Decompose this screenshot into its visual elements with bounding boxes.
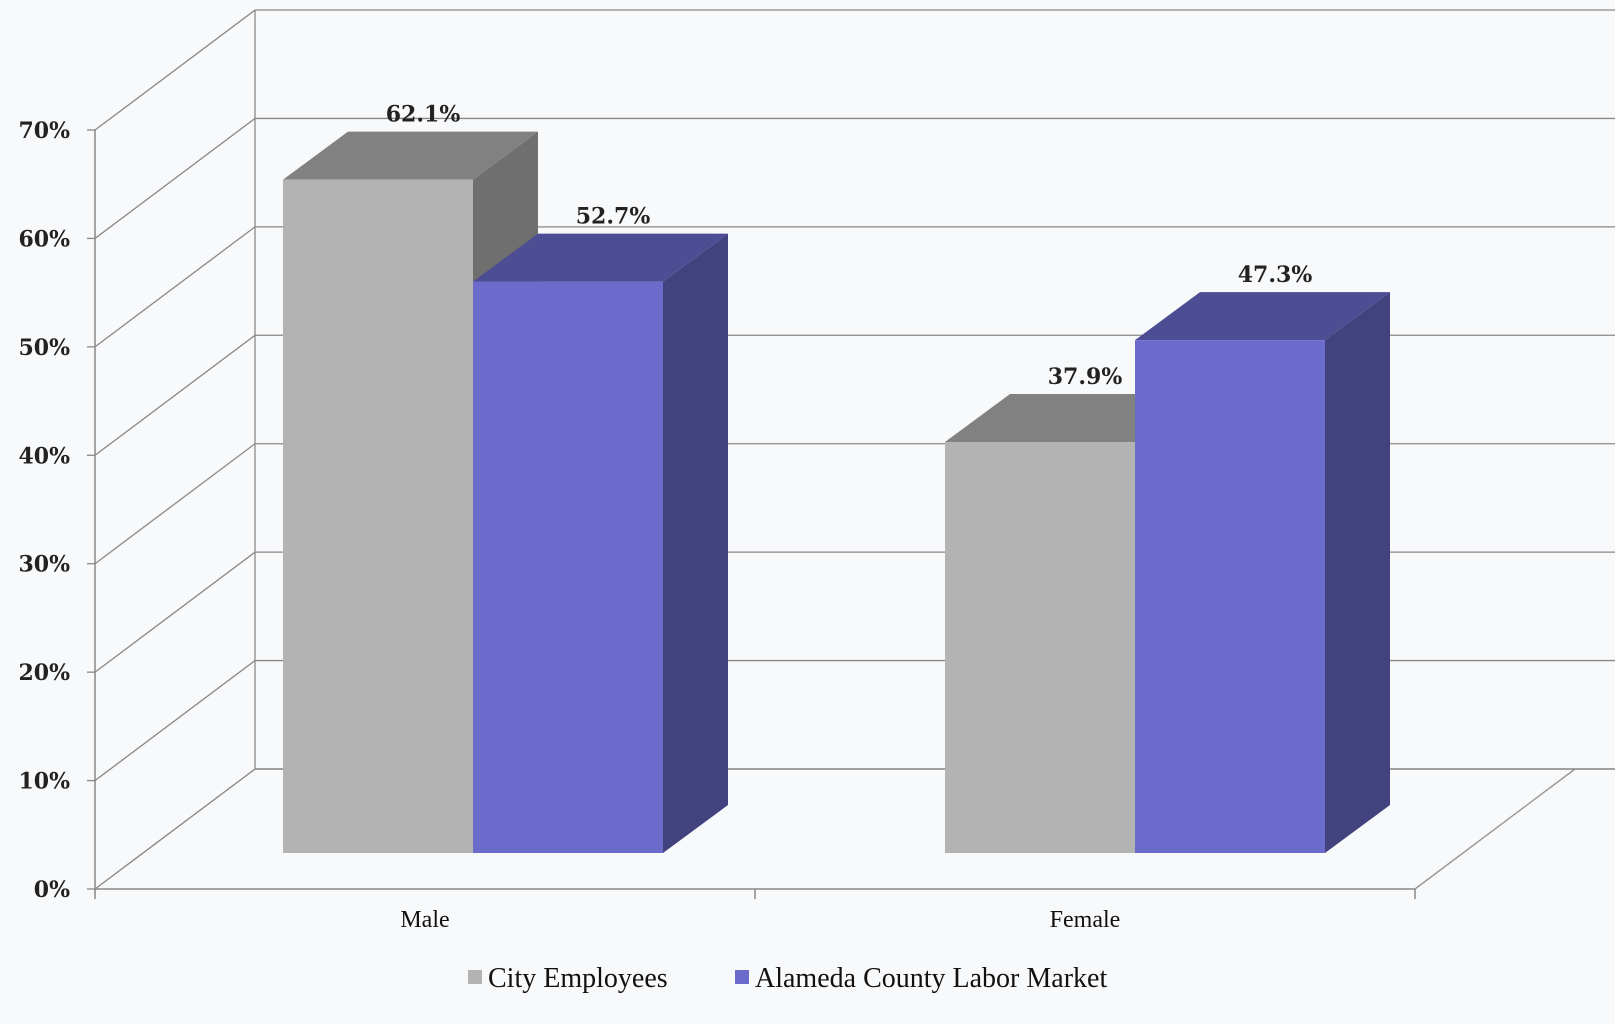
gridline-side xyxy=(94,768,256,890)
gridline-side xyxy=(94,9,256,131)
bar-front-face xyxy=(945,442,1135,853)
y-tick-label: 30% xyxy=(18,552,70,578)
gridline-side xyxy=(94,443,256,565)
legend-swatch xyxy=(468,970,482,984)
gridline-side xyxy=(94,334,256,456)
y-tick-label: 40% xyxy=(18,443,70,469)
legend-swatch xyxy=(735,970,749,984)
axes xyxy=(94,130,1416,899)
gridline-side xyxy=(94,117,256,239)
bar-front-face xyxy=(1135,340,1325,854)
y-tick-label: 10% xyxy=(18,769,70,795)
y-tick-label: 50% xyxy=(18,335,70,361)
y-tick-label: 60% xyxy=(18,226,70,252)
floor-right-edge xyxy=(1414,768,1576,890)
legend-label: City Employees xyxy=(488,963,668,994)
data-label: 47.3% xyxy=(1238,262,1313,288)
y-axis-ticks: 0% 10% 20% 30% 40% 50% 60% 70% xyxy=(18,118,95,903)
data-labels: 62.1% 52.7% 37.9% 47.3% xyxy=(386,102,1313,390)
legend: City Employees Alameda County Labor Marke… xyxy=(468,963,1107,994)
gridline-side xyxy=(94,660,256,782)
x-category-label: Male xyxy=(400,907,449,933)
x-axis-categories: Male Female xyxy=(400,907,1120,933)
bars xyxy=(283,131,1390,854)
bar-front-face xyxy=(473,281,663,853)
data-label: 62.1% xyxy=(386,102,461,128)
bar-top-face xyxy=(283,131,538,180)
gridline-side xyxy=(94,551,256,673)
y-tick-label: 70% xyxy=(18,118,70,144)
y-tick-label: 20% xyxy=(18,660,70,686)
bar-female-1 xyxy=(1135,292,1390,854)
data-label: 37.9% xyxy=(1048,364,1123,390)
bar-front-face xyxy=(283,179,473,853)
bar-side-face xyxy=(1325,292,1390,854)
y-tick-label: 0% xyxy=(34,877,70,903)
bar-top-face xyxy=(473,233,728,282)
bar-side-face xyxy=(663,233,728,853)
bar-male-1 xyxy=(473,233,728,853)
legend-label: Alameda County Labor Market xyxy=(755,963,1107,994)
x-category-label: Female xyxy=(1050,907,1121,933)
gridline-side xyxy=(94,226,256,348)
bar-top-face xyxy=(1135,292,1390,341)
data-label: 52.7% xyxy=(576,204,651,230)
